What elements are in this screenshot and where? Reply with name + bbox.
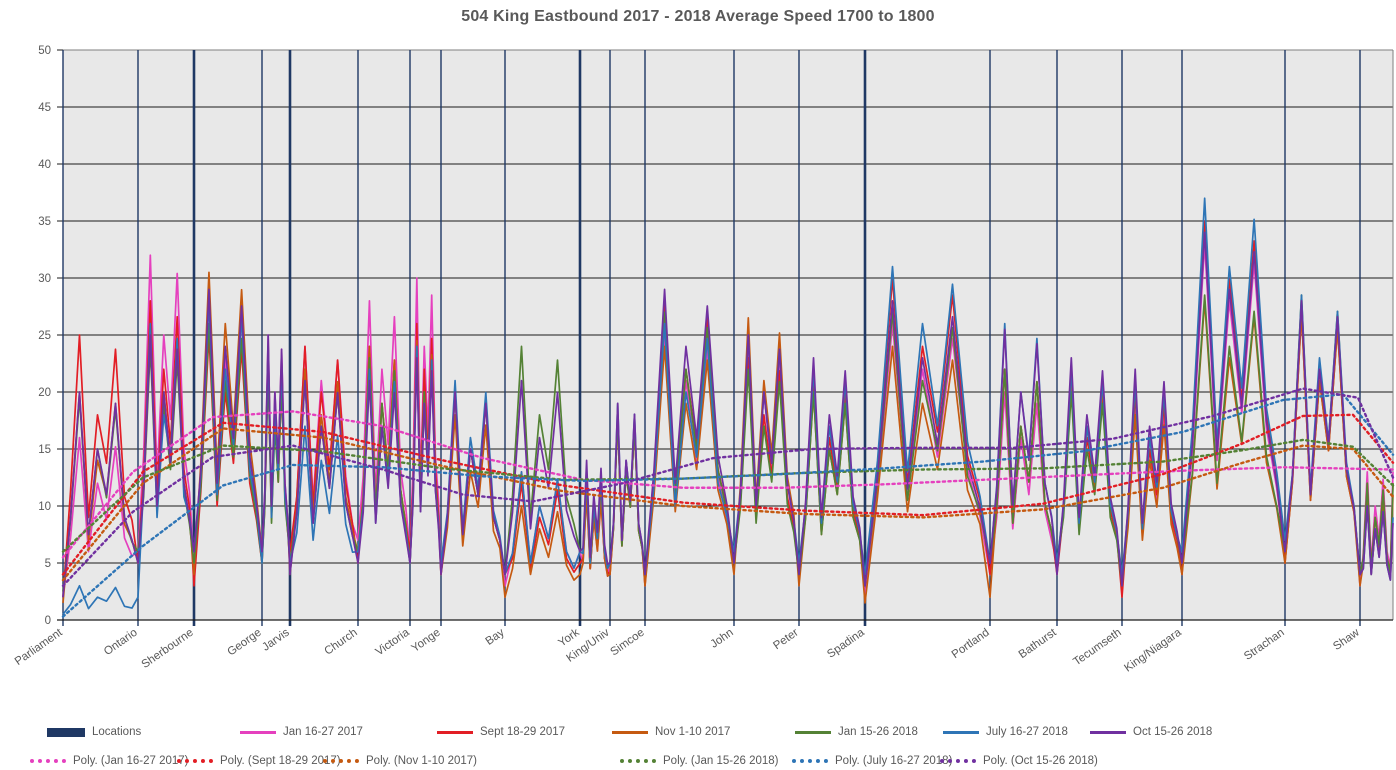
x-axis-station-label: Bay xyxy=(484,626,507,647)
legend-line-swatch xyxy=(612,730,648,734)
x-axis-station-label: Sherbourne xyxy=(140,627,196,671)
legend-item[interactable]: Poly. (July 16-27 2018) xyxy=(792,753,952,769)
legend-item[interactable]: Nov 1-10 2017 xyxy=(612,724,730,740)
x-axis-station-label: Jarvis xyxy=(260,626,292,653)
legend-label: Oct 15-26 2018 xyxy=(1133,726,1213,738)
x-axis-station-label: Ontario xyxy=(102,627,140,658)
x-axis-station-label: Church xyxy=(322,627,359,658)
y-axis-tick-label: 40 xyxy=(38,159,51,171)
legend-item[interactable]: Sept 18-29 2017 xyxy=(437,724,565,740)
legend-item[interactable]: Jan 15-26 2018 xyxy=(795,724,918,740)
legend-dotted-line-swatch xyxy=(30,759,66,763)
legend-bar-swatch xyxy=(47,727,85,737)
legend-item[interactable]: Oct 15-26 2018 xyxy=(1090,724,1212,740)
legend-label: Poly. (Jan 15-26 2018) xyxy=(663,755,779,767)
legend-dotted-line-swatch xyxy=(940,759,976,763)
x-axis-station-label: Strachan xyxy=(1242,627,1287,663)
legend-item[interactable]: Poly. (Sept 18-29 2017) xyxy=(177,753,341,769)
legend-item[interactable]: Poly. (Jan 15-26 2018) xyxy=(620,753,779,769)
legend-item[interactable]: Poly. (Jan 16-27 2017) xyxy=(30,753,189,769)
legend-line-swatch xyxy=(437,730,473,734)
x-axis-station-label: Peter xyxy=(771,627,801,653)
y-axis-tick-label: 10 xyxy=(38,501,51,513)
x-axis-station-label: John xyxy=(708,627,735,651)
legend-label: July 16-27 2018 xyxy=(986,726,1068,738)
legend-item[interactable]: Poly. (Nov 1-10 2017) xyxy=(323,753,477,769)
legend-line-swatch xyxy=(240,730,276,734)
legend-item[interactable]: July 16-27 2018 xyxy=(943,724,1068,740)
legend-line-swatch xyxy=(795,730,831,734)
y-axis-tick-label: 30 xyxy=(38,273,51,285)
y-axis-tick-label: 20 xyxy=(38,387,51,399)
x-axis-station-label: Bathurst xyxy=(1017,626,1060,661)
legend-item[interactable]: Poly. (Oct 15-26 2018) xyxy=(940,753,1098,769)
legend-label: Locations xyxy=(92,726,142,738)
x-axis-station-label: King/Niagara xyxy=(1122,626,1184,674)
y-axis-tick-label: 5 xyxy=(45,558,51,570)
x-axis-station-label: Portland xyxy=(950,627,992,661)
legend-label: Poly. (Oct 15-26 2018) xyxy=(983,755,1098,767)
y-axis-tick-label: 45 xyxy=(38,102,51,114)
legend-label: Poly. (Jan 16-27 2017) xyxy=(73,755,189,767)
legend-line-swatch xyxy=(943,730,979,734)
legend-label: Nov 1-10 2017 xyxy=(655,726,731,738)
legend-dotted-line-swatch xyxy=(792,759,828,763)
legend-dotted-line-swatch xyxy=(177,759,213,763)
legend-label: Jan 16-27 2017 xyxy=(283,726,363,738)
legend-label: Jan 15-26 2018 xyxy=(838,726,918,738)
x-axis-station-label: Shaw xyxy=(1331,626,1362,653)
x-axis-station-label: George xyxy=(225,627,263,659)
y-axis-tick-label: 0 xyxy=(45,615,51,627)
x-axis-station-label: Victoria xyxy=(374,626,413,658)
y-axis-tick-label: 50 xyxy=(38,45,51,57)
legend-dotted-line-swatch xyxy=(620,759,656,763)
legend-label: Poly. (July 16-27 2018) xyxy=(835,755,953,767)
legend-item[interactable]: Jan 16-27 2017 xyxy=(240,724,363,740)
x-axis-station-label: Yonge xyxy=(409,627,442,655)
legend-item[interactable]: Locations xyxy=(47,724,141,740)
x-axis-station-label: Tecumseth xyxy=(1071,627,1123,669)
x-axis-station-label: Simcoe xyxy=(608,627,646,659)
y-axis-tick-label: 15 xyxy=(38,444,51,456)
legend-dotted-line-swatch xyxy=(323,759,359,763)
poly-trend-line xyxy=(61,393,1395,618)
legend-label: Sept 18-29 2017 xyxy=(480,726,566,738)
legend-label: Poly. (Sept 18-29 2017) xyxy=(220,755,341,767)
x-axis-station-label: Parliament xyxy=(13,626,66,668)
legend-label: Poly. (Nov 1-10 2017) xyxy=(366,755,478,767)
y-axis-tick-label: 25 xyxy=(38,330,51,342)
poly-trend-line xyxy=(61,413,1395,576)
poly-trend-line xyxy=(61,410,1395,559)
x-axis-station-label: Spadina xyxy=(825,626,867,660)
legend-line-swatch xyxy=(1090,730,1126,734)
chart-plot-area: 0 5 10 15 20 25 30 35 40 45 50 Parliament Ontario She… xyxy=(13,45,1395,675)
y-axis-tick-label: 35 xyxy=(38,216,51,228)
chart-title: 504 King Eastbound 2017 - 2018 Average S… xyxy=(461,8,935,25)
poly-trend-line xyxy=(61,387,1395,587)
